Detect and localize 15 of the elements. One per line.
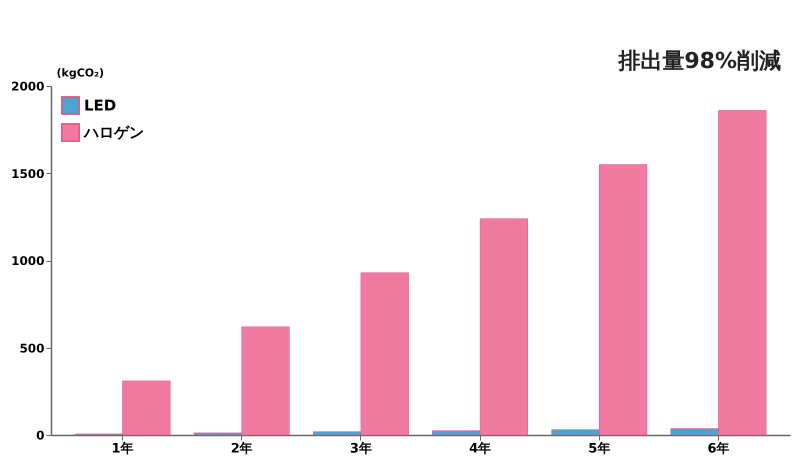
y-tick-label: 1500 xyxy=(11,166,44,181)
x-tick-label: 3年 xyxy=(350,442,372,456)
x-tick-label: 1年 xyxy=(111,442,134,456)
y-tick-label: 2000 xyxy=(11,80,44,94)
y-tick-label: 1000 xyxy=(11,254,44,268)
legend-label: ハロゲン xyxy=(83,124,144,142)
y-axis-title: (kgCO₂) xyxy=(56,66,104,80)
legend-label: LED xyxy=(84,96,116,114)
x-tick-label: 5年 xyxy=(588,442,610,456)
y-tick-label: 0 xyxy=(36,428,44,442)
x-tick-label: 4年 xyxy=(469,442,492,456)
y-tick-label: 500 xyxy=(19,341,44,356)
x-tick-label: 2年 xyxy=(230,442,253,456)
x-tick-label: 6年 xyxy=(707,442,730,456)
text: 排出量98%削減 xyxy=(617,49,781,74)
